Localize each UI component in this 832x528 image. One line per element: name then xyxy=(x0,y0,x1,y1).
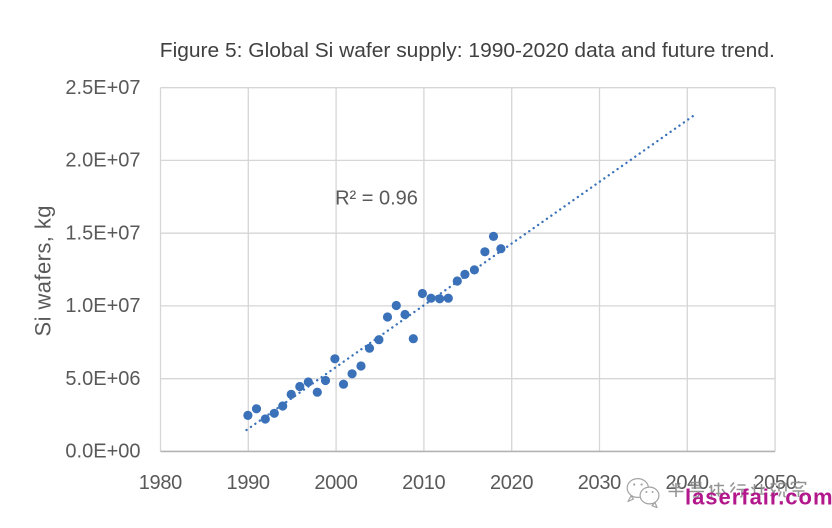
svg-text:2000: 2000 xyxy=(314,472,358,494)
svg-text:2.5E+07: 2.5E+07 xyxy=(65,77,140,99)
svg-text:R² = 0.96: R² = 0.96 xyxy=(335,187,418,209)
svg-text:Si wafers, kg: Si wafers, kg xyxy=(31,206,56,337)
svg-text:5.0E+06: 5.0E+06 xyxy=(65,368,140,390)
svg-text:0.0E+00: 0.0E+00 xyxy=(65,441,140,463)
svg-text:2030: 2030 xyxy=(578,472,622,494)
svg-text:1990: 1990 xyxy=(227,472,270,494)
svg-text:laserfair.com: laserfair.com xyxy=(685,485,832,510)
svg-text:2.0E+07: 2.0E+07 xyxy=(65,150,140,172)
svg-text:Figure 5: Global Si wafer supp: Figure 5: Global Si wafer supply: 1990-2… xyxy=(160,40,775,62)
svg-text:2020: 2020 xyxy=(490,472,534,494)
svg-text:1.0E+07: 1.0E+07 xyxy=(65,295,140,317)
svg-text:2010: 2010 xyxy=(402,472,446,494)
svg-text:1.5E+07: 1.5E+07 xyxy=(65,223,140,245)
svg-text:1980: 1980 xyxy=(139,472,183,494)
